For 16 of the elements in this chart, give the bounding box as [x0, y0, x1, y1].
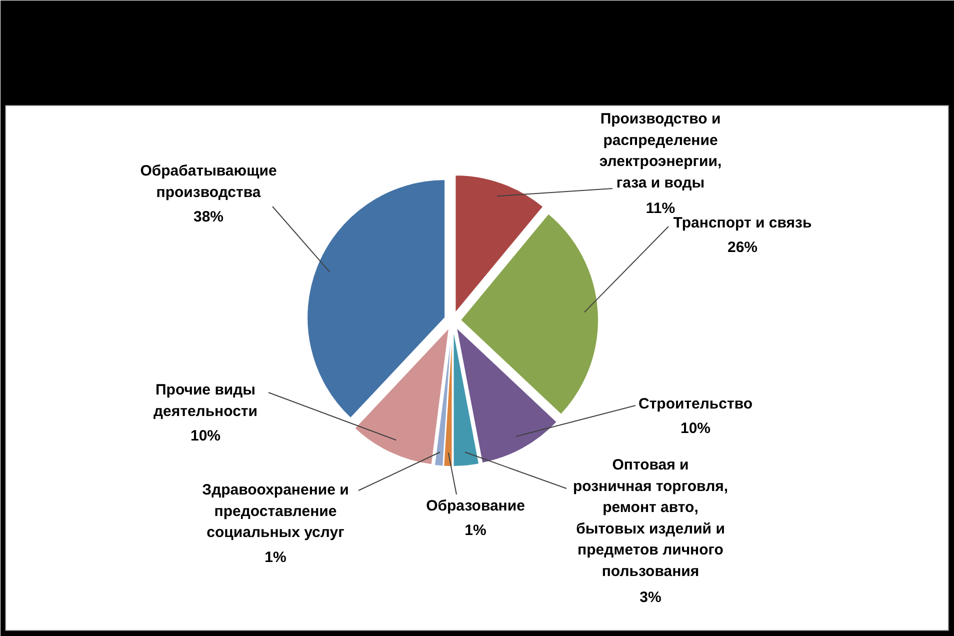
slice-label: Оптовая и розничная торговля, ремонт авто, бытовых изделий и предметов личного пользования: [572, 456, 728, 580]
slice-label: Прочие виды деятельности: [154, 382, 258, 420]
slice-label: Обрабатывающие производства: [140, 162, 277, 201]
data-label: 38%: [193, 208, 224, 226]
data-label: 26%: [727, 239, 758, 256]
slice-label: Образование: [426, 498, 525, 514]
data-label: 3%: [640, 588, 662, 606]
slice-label: Транспорт и связь: [673, 214, 812, 232]
data-label: 1%: [464, 522, 486, 540]
slice-label: Здравоохранение и предоставление социальных услуг: [202, 482, 349, 541]
slice-label: Строительство: [638, 396, 753, 412]
data-label: 10%: [680, 420, 711, 438]
data-label: 10%: [190, 428, 221, 445]
slice-label: Производство и распределение электроэнергии, газа и воды: [599, 110, 722, 192]
data-label: 1%: [264, 549, 286, 566]
data-label: 11%: [646, 200, 676, 217]
